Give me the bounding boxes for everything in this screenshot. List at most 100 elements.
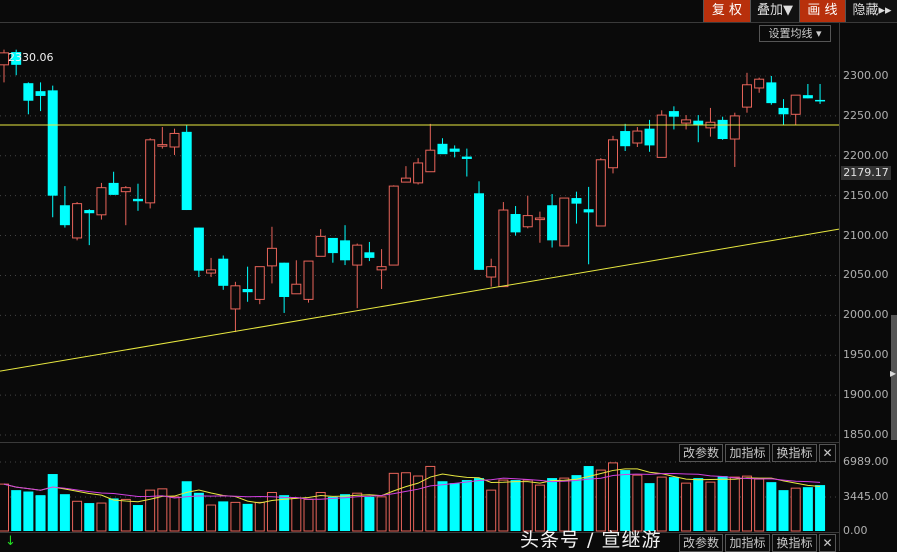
close-indicator-button-2[interactable]: ✕ xyxy=(819,534,836,552)
candle-body-down xyxy=(242,289,253,293)
candle-body-down xyxy=(35,91,46,96)
candle-body-up xyxy=(206,269,217,274)
candle-body-up xyxy=(425,149,436,173)
volume-bar-up xyxy=(352,492,363,532)
candle-body-up xyxy=(522,215,533,228)
candle-body-down xyxy=(218,258,229,286)
candle-body-up xyxy=(72,203,83,239)
volume-bar-down xyxy=(35,495,46,531)
modify-params-button[interactable]: 改参数 xyxy=(679,444,723,462)
candle-body-down xyxy=(59,205,70,226)
candle-body-up xyxy=(388,185,399,266)
volume-bar-up xyxy=(157,488,168,532)
volume-bar-down xyxy=(815,485,826,531)
candle-body-up xyxy=(157,144,168,147)
volume-bar-down xyxy=(11,490,22,531)
modify-params-button-2[interactable]: 改参数 xyxy=(679,534,723,552)
volume-bar-down xyxy=(644,483,655,531)
candle-body-up xyxy=(400,177,411,183)
candle-body-up xyxy=(315,235,326,257)
max-price-label: 2330.06 xyxy=(8,51,54,64)
price-tick-label: 2000.00 xyxy=(843,308,889,322)
fuquan-button[interactable]: 复 权 xyxy=(703,0,750,22)
volume-tick-label: 3445.00 xyxy=(843,489,889,503)
volume-bar-up xyxy=(206,504,217,532)
volume-bar-down xyxy=(47,474,58,531)
candle-body-up xyxy=(632,130,643,144)
top-toolbar: 复 权 叠加▼ 画 线 隐藏▸▸ xyxy=(0,0,897,23)
volume-bar-down xyxy=(327,496,338,531)
hide-button[interactable]: 隐藏▸▸ xyxy=(845,0,897,22)
close-indicator-button[interactable]: ✕ xyxy=(819,444,836,462)
ma-setting-dropdown[interactable]: 设置均线 ▾ xyxy=(759,25,831,42)
volume-bar-up xyxy=(145,489,156,532)
volume-tick-label: 6989.00 xyxy=(843,455,889,468)
volume-bar-up xyxy=(388,472,399,532)
candle-body-down xyxy=(583,209,594,213)
volume-bar-up xyxy=(790,487,801,532)
expand-arrow-icon[interactable]: ▸ xyxy=(890,366,897,380)
volume-bar-up xyxy=(120,498,131,532)
price-tick-label: 1900.00 xyxy=(843,388,889,402)
volume-bar-up xyxy=(376,496,387,532)
volume-bar-up xyxy=(266,491,277,532)
candle-body-up xyxy=(96,187,107,216)
volume-bar-down xyxy=(766,482,777,531)
add-indicator-button[interactable]: 加指标 xyxy=(725,444,770,462)
volume-bar-up xyxy=(522,479,533,532)
volume-bar-down xyxy=(802,487,813,531)
price-tick-label: 1950.00 xyxy=(843,348,889,362)
candle-body-down xyxy=(644,128,655,146)
candle-body-up xyxy=(413,162,424,184)
volume-bar-down xyxy=(778,490,789,531)
draw-line-button[interactable]: 画 线 xyxy=(799,0,845,22)
candle-body-up xyxy=(0,52,9,66)
candle-body-up xyxy=(145,139,156,204)
candle-body-up xyxy=(486,266,497,278)
volume-ma10-line xyxy=(3,472,821,500)
volume-bar-up xyxy=(303,498,314,532)
candle-body-down xyxy=(620,131,631,147)
volume-ma5-line xyxy=(3,468,821,504)
candle-body-up xyxy=(790,94,801,115)
volume-bar-down xyxy=(340,494,351,531)
candle-body-up xyxy=(608,139,618,169)
volume-bar-up xyxy=(534,484,545,532)
candle-body-down xyxy=(449,148,460,152)
scrollbar[interactable] xyxy=(891,315,897,440)
candle-body-up xyxy=(559,197,570,247)
volume-bar-down xyxy=(132,505,143,531)
axis-divider xyxy=(839,22,840,551)
candle-body-up xyxy=(352,244,363,266)
volume-bar-down xyxy=(108,498,119,531)
volume-bar-up xyxy=(72,500,83,532)
candle-body-up xyxy=(498,209,509,288)
price-tick-label: 2300.00 xyxy=(843,69,889,82)
candle-body-up xyxy=(729,115,740,140)
candle-body-down xyxy=(547,205,558,241)
volume-bar-up xyxy=(400,472,411,532)
candle-body-down xyxy=(802,95,813,99)
price-tick-label: 2250.00 xyxy=(843,108,889,122)
price-tick-label: 1850.00 xyxy=(843,428,889,441)
candle-body-up xyxy=(595,159,606,227)
candle-body-down xyxy=(108,182,119,195)
switch-indicator-button[interactable]: 换指标 xyxy=(772,444,817,462)
candle-body-down xyxy=(571,198,582,204)
watermark: 头条号 / 宣继游 xyxy=(520,529,662,551)
volume-bar-down xyxy=(437,481,448,531)
overlay-dropdown[interactable]: 叠加▼ xyxy=(750,0,799,22)
volume-bar-up xyxy=(254,501,265,532)
switch-indicator-button-2[interactable]: 换指标 xyxy=(772,534,817,552)
candle-body-down xyxy=(437,143,448,155)
bottom-divider xyxy=(0,532,839,533)
price-tick-label: 2100.00 xyxy=(843,228,889,242)
volume-bar-up xyxy=(230,501,241,532)
candle-body-down xyxy=(47,90,58,196)
volume-tick-label: 0.00 xyxy=(843,524,868,537)
volume-bar-up xyxy=(0,483,9,532)
candle-body-down xyxy=(132,198,143,202)
candle-body-down xyxy=(364,252,375,258)
add-indicator-button-2[interactable]: 加指标 xyxy=(725,534,770,552)
